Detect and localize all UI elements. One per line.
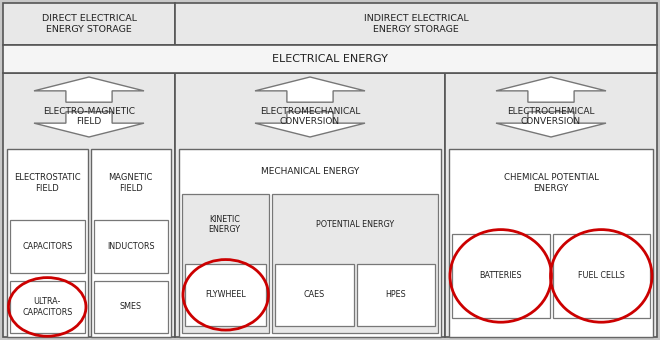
Bar: [275, 264, 354, 326]
Text: FLYWHEEL: FLYWHEEL: [205, 290, 246, 299]
Text: ULTRA-
CAPACITORS: ULTRA- CAPACITORS: [22, 297, 73, 317]
Bar: [185, 264, 267, 326]
Text: ELECTROSTATIC
FIELD: ELECTROSTATIC FIELD: [14, 173, 81, 192]
Polygon shape: [496, 112, 606, 137]
Text: CHEMICAL POTENTIAL
ENERGY: CHEMICAL POTENTIAL ENERGY: [504, 173, 599, 192]
Bar: [3, 73, 175, 337]
Text: CAPACITORS: CAPACITORS: [22, 242, 73, 251]
Text: INDIRECT ELECTRICAL
ENERGY STORAGE: INDIRECT ELECTRICAL ENERGY STORAGE: [364, 14, 469, 34]
Text: CAES: CAES: [304, 290, 325, 299]
Bar: [3, 3, 175, 45]
Polygon shape: [496, 77, 606, 102]
Text: ELECTRO-MAGNETIC
FIELD: ELECTRO-MAGNETIC FIELD: [43, 106, 135, 126]
Text: BATTERIES: BATTERIES: [479, 271, 522, 280]
Text: POTENTIAL ENERGY: POTENTIAL ENERGY: [316, 220, 394, 229]
Bar: [175, 73, 445, 337]
Text: KINETIC
ENERGY: KINETIC ENERGY: [208, 215, 240, 234]
Bar: [94, 220, 168, 273]
Bar: [10, 280, 84, 333]
Bar: [3, 45, 657, 73]
Polygon shape: [255, 112, 365, 137]
Bar: [179, 149, 441, 337]
Text: ELECTROMECHANICAL
CONVERSION: ELECTROMECHANICAL CONVERSION: [260, 106, 360, 126]
Text: FUEL CELLS: FUEL CELLS: [578, 271, 624, 280]
Text: DIRECT ELECTRICAL
ENERGY STORAGE: DIRECT ELECTRICAL ENERGY STORAGE: [42, 14, 137, 34]
Bar: [445, 73, 657, 337]
Polygon shape: [34, 77, 144, 102]
Text: MAGNETIC
FIELD: MAGNETIC FIELD: [108, 173, 153, 192]
Bar: [94, 280, 168, 333]
Bar: [452, 234, 550, 318]
Bar: [10, 220, 84, 273]
Bar: [7, 149, 88, 337]
Text: ELECTRICAL ENERGY: ELECTRICAL ENERGY: [272, 54, 388, 64]
Polygon shape: [34, 112, 144, 137]
Bar: [90, 149, 171, 337]
Text: SMES: SMES: [119, 302, 142, 311]
Text: MECHANICAL ENERGY: MECHANICAL ENERGY: [261, 167, 359, 176]
Bar: [449, 149, 653, 337]
Bar: [182, 194, 269, 333]
Bar: [356, 264, 435, 326]
Polygon shape: [255, 77, 365, 102]
Text: INDUCTORS: INDUCTORS: [107, 242, 154, 251]
Bar: [552, 234, 650, 318]
Bar: [175, 3, 657, 45]
Text: HPES: HPES: [385, 290, 406, 299]
Text: ELECTROCHEMICAL
CONVERSION: ELECTROCHEMICAL CONVERSION: [508, 106, 595, 126]
Bar: [273, 194, 438, 333]
